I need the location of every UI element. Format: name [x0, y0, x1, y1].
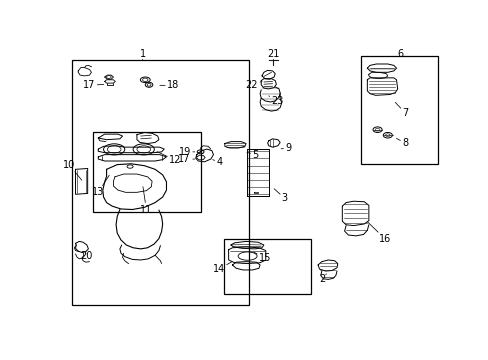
Text: 18: 18	[160, 80, 179, 90]
Text: 1: 1	[139, 49, 145, 60]
Text: 13: 13	[92, 175, 109, 197]
Bar	[93, 132, 201, 212]
Text: 9: 9	[281, 143, 291, 153]
Text: 8: 8	[396, 138, 407, 148]
Text: 20: 20	[81, 251, 93, 261]
Text: 21: 21	[266, 49, 279, 60]
Text: 22: 22	[245, 80, 262, 90]
Text: 15: 15	[253, 252, 271, 263]
Bar	[360, 56, 437, 164]
Text: 16: 16	[367, 222, 390, 244]
Text: 23: 23	[268, 96, 283, 107]
Text: 3: 3	[274, 189, 287, 203]
Bar	[72, 60, 248, 305]
Text: 12: 12	[157, 152, 181, 165]
Text: 10: 10	[63, 160, 81, 180]
Text: 4: 4	[212, 157, 222, 167]
Text: 6: 6	[396, 49, 403, 59]
Text: 17: 17	[178, 154, 194, 164]
Text: 11: 11	[140, 186, 152, 215]
Text: 7: 7	[394, 102, 407, 118]
Text: 14: 14	[212, 262, 231, 274]
Text: 5: 5	[246, 150, 258, 159]
Bar	[224, 239, 311, 294]
Text: 17: 17	[82, 80, 103, 90]
Text: 2: 2	[319, 274, 326, 284]
Text: 19: 19	[178, 147, 194, 157]
